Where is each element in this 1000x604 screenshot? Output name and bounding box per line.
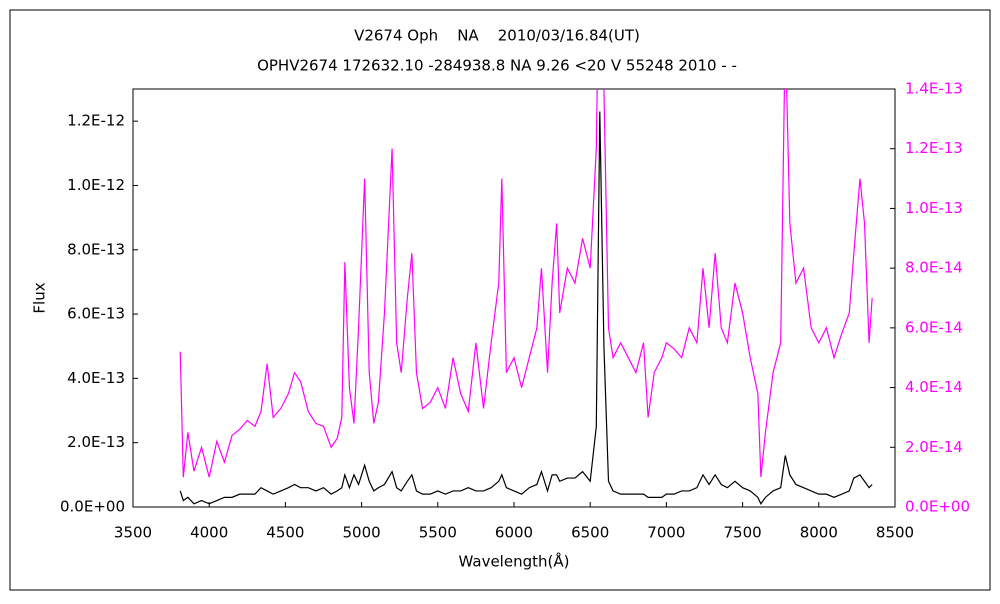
y-axis-label: Flux bbox=[31, 282, 49, 313]
x-tick-label: 6500 bbox=[571, 524, 609, 542]
x-tick-label: 5500 bbox=[419, 524, 457, 542]
x-tick-label: 3500 bbox=[114, 524, 152, 542]
y-tick-label: 4.0E-13 bbox=[67, 369, 125, 387]
y-tick-label: 8.0E-13 bbox=[67, 240, 125, 258]
y2-tick-label: 2.0E-14 bbox=[905, 438, 963, 456]
x-axis-label: Wavelength(Å) bbox=[459, 552, 570, 571]
y2-tick-label: 8.0E-14 bbox=[905, 259, 963, 277]
spectrum-line bbox=[179, 89, 873, 478]
y-tick-label: 1.2E-12 bbox=[67, 112, 125, 130]
y2-tick-label: 1.0E-13 bbox=[905, 199, 963, 217]
x-tick-label: 6000 bbox=[495, 524, 533, 542]
x-tick-label: 5000 bbox=[343, 524, 381, 542]
chart-title: V2674 Oph NA 2010/03/16.84(UT) bbox=[354, 27, 640, 45]
x-tick-label: 4000 bbox=[190, 524, 228, 542]
spectrum-line bbox=[179, 111, 873, 505]
plot-area bbox=[179, 89, 873, 505]
y-tick-label: 0.0E+00 bbox=[60, 498, 125, 516]
outer-border bbox=[9, 9, 991, 591]
y-tick-label: 1.0E-12 bbox=[67, 176, 125, 194]
y2-tick-label: 1.4E-13 bbox=[905, 80, 963, 98]
y-tick-label: 6.0E-13 bbox=[67, 305, 125, 323]
y2-tick-label: 1.2E-13 bbox=[905, 139, 963, 157]
y2-tick-label: 0.0E+00 bbox=[905, 498, 970, 516]
plot-frame bbox=[132, 88, 896, 508]
chart-subtitle: OPHV2674 172632.10 -284938.8 NA 9.26 <20… bbox=[257, 57, 737, 75]
y2-tick-label: 4.0E-14 bbox=[905, 378, 963, 396]
x-tick-label: 8500 bbox=[876, 524, 914, 542]
x-tick-label: 4500 bbox=[266, 524, 304, 542]
y2-tick-label: 6.0E-14 bbox=[905, 318, 963, 336]
x-tick-label: 8000 bbox=[800, 524, 838, 542]
y-tick-label: 2.0E-13 bbox=[67, 433, 125, 451]
x-tick-label: 7500 bbox=[724, 524, 762, 542]
x-tick-label: 7000 bbox=[647, 524, 685, 542]
